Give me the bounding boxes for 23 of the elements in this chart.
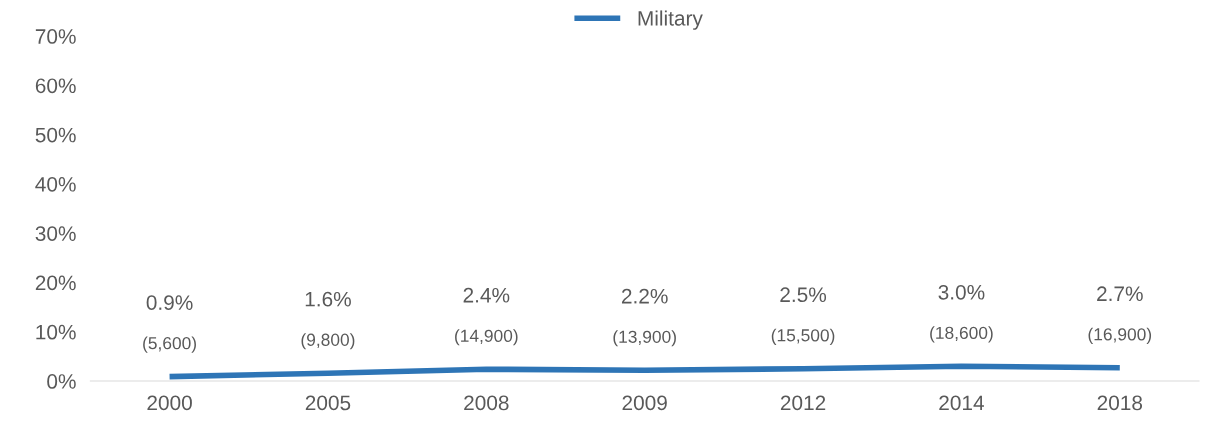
- y-tick-label: 0%: [47, 374, 76, 389]
- x-tick-label: 2012: [780, 395, 826, 411]
- x-tick-label: 2014: [939, 395, 984, 411]
- y-tick-label: 50%: [35, 127, 76, 143]
- text: 2.4% (14,900): [455, 287, 518, 346]
- y-tick-label: 20%: [35, 275, 76, 291]
- y-tick-label: 70%: [35, 29, 76, 44]
- y-tick-label: 40%: [35, 176, 76, 192]
- y-tick-label: 60%: [35, 78, 76, 94]
- x-tick-label: 2000: [147, 395, 192, 411]
- text: 2.2% (13,900): [613, 288, 676, 347]
- x-tick-label: 2008: [464, 395, 509, 411]
- y-tick-label: 30%: [35, 226, 76, 241]
- text: 2.5% (15,500): [771, 287, 835, 345]
- x-tick-label: 2009: [622, 395, 667, 411]
- x-tick-label: 2005: [305, 395, 351, 411]
- text: 0.9% (5,600): [143, 295, 196, 353]
- text: 2.7% (16,900): [1088, 286, 1152, 344]
- legend-label: Military: [638, 10, 703, 30]
- text: 3.0% (18,600): [930, 284, 993, 343]
- x-tick-label: 2018: [1097, 395, 1143, 411]
- text: 1.6% (9,800): [301, 291, 355, 350]
- y-tick-label: 10%: [36, 324, 76, 340]
